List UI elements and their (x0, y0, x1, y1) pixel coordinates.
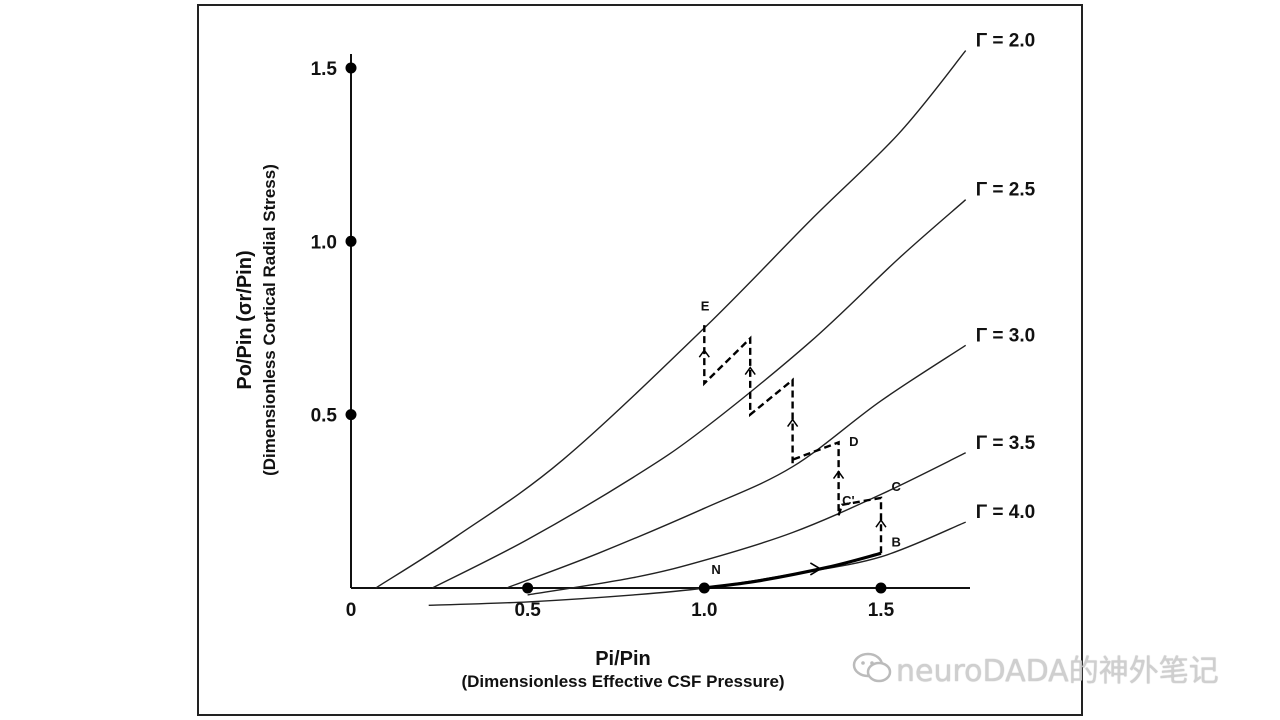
axis-dot-5 (698, 582, 710, 594)
up-arrow-4 (744, 366, 756, 376)
x-tick-label-3: 1.0 (691, 600, 717, 621)
trajectory-arrow (809, 562, 822, 576)
chat-bubble-icon (852, 652, 892, 683)
series-label-2: Γ = 2.5 (976, 180, 1036, 201)
axis-dot-3 (345, 62, 357, 74)
y-axis-title: Po/Pin (σr/Pin) (234, 250, 256, 389)
point-label-6: E (701, 299, 710, 314)
point-label-1: N (711, 562, 720, 577)
figure-frame: Γ = 2.0 Γ = 2.5 Γ = 3.0 Γ = 3.5 Γ = 4.0 0 0.5 1… (197, 4, 1083, 716)
point-label-4: C' (842, 493, 854, 508)
y-tick-label-3: 1.5 (311, 59, 338, 80)
trajectory-solid (704, 551, 882, 590)
axes (350, 54, 970, 589)
curves (375, 50, 967, 606)
axis-dot-1 (345, 409, 357, 421)
x-tick-label-4: 1.5 (868, 600, 895, 621)
up-arrow-3 (787, 418, 799, 428)
up-arrow-2 (832, 470, 845, 480)
x-tick-label-1: 0 (346, 600, 357, 621)
x-axis-title: Pi/Pin (595, 648, 651, 670)
series-line-5 (428, 521, 966, 606)
y-axis-subtitle: (Dimensionless Cortical Radial Stress) (260, 164, 279, 476)
series-line-1 (375, 50, 967, 589)
series-line-3 (506, 344, 967, 589)
watermark: neuroDADA的神外笔记 (852, 646, 1219, 690)
axis-dot-4 (522, 582, 534, 594)
point-label-3: C (892, 479, 902, 494)
axis-dot-2 (345, 235, 357, 247)
series-line-2 (431, 199, 967, 589)
series-label-3: Γ = 3.0 (976, 325, 1035, 346)
series-label-4: Γ = 3.5 (976, 433, 1036, 454)
x-tick-label-2: 0.5 (514, 600, 541, 621)
watermark-text: neuroDADA的神外笔记 (896, 654, 1219, 689)
labels: Γ = 2.0 Γ = 2.5 Γ = 3.0 Γ = 3.5 Γ = 4.0 0 0.5 1… (311, 31, 1036, 621)
chart-plot: Γ = 2.0 Γ = 2.5 Γ = 3.0 Γ = 3.5 Γ = 4.0 0 0.5 1… (234, 31, 1036, 691)
axis-dot-6 (875, 582, 887, 594)
x-axis-subtitle: (Dimensionless Effective CSF Pressure) (461, 672, 784, 691)
series-line-4 (527, 452, 967, 596)
point-label-2: B (892, 534, 901, 549)
point-label-5: D (849, 434, 858, 449)
up-arrow-1 (875, 518, 887, 528)
y-tick-label-2: 1.0 (311, 232, 337, 253)
trajectory-dashed (703, 324, 883, 554)
trajectory (698, 324, 887, 590)
axis-marks (345, 62, 887, 594)
series-label-1: Γ = 2.0 (976, 31, 1035, 52)
y-tick-label-1: 0.5 (311, 406, 338, 427)
up-arrow-5 (698, 348, 710, 358)
series-label-5: Γ = 4.0 (976, 502, 1035, 523)
